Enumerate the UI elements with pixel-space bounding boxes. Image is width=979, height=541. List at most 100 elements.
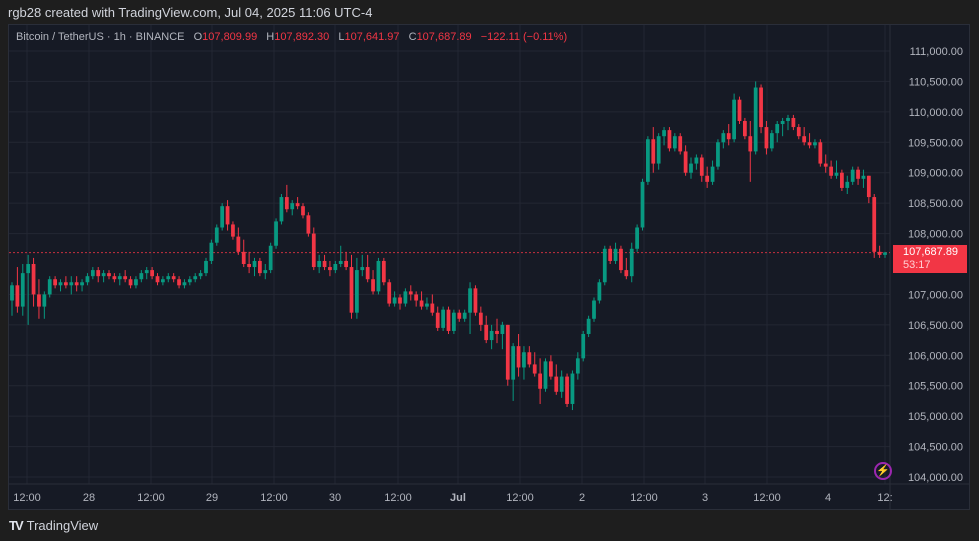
candle: [478, 312, 483, 325]
y-tick-label: 105,000.00: [908, 411, 963, 423]
candle: [139, 273, 144, 280]
candle: [883, 252, 887, 255]
candle: [430, 303, 435, 313]
candle: [527, 352, 532, 365]
candle: [220, 206, 225, 228]
candle: [861, 175, 866, 179]
candle: [10, 285, 14, 301]
x-tick-label: 30: [329, 492, 341, 504]
candle: [856, 169, 860, 179]
candle: [371, 279, 375, 292]
candle: [15, 285, 20, 307]
candle: [705, 175, 710, 182]
candle: [263, 270, 268, 274]
candle: [802, 136, 807, 143]
candle: [646, 139, 650, 182]
x-tick-label: 2: [579, 492, 585, 504]
candle: [759, 87, 763, 128]
x-tick-label: 29: [206, 492, 218, 504]
candle: [284, 197, 289, 210]
close-value: 107,687.89: [416, 31, 472, 43]
candle: [387, 282, 392, 304]
candle: [532, 364, 537, 374]
y-tick-label: 108,500.00: [908, 198, 963, 210]
candle: [619, 248, 623, 271]
candle: [732, 99, 736, 140]
candle: [769, 133, 774, 149]
lightning-icon[interactable]: ⚡: [874, 462, 892, 480]
y-tick-label: 109,500.00: [908, 137, 963, 149]
candle: [381, 260, 386, 283]
x-tick-label: 4: [825, 492, 831, 504]
candle: [565, 376, 569, 404]
y-tick-label: 109,000.00: [908, 168, 963, 180]
candle: [182, 282, 187, 286]
candle: [69, 282, 74, 286]
candle: [26, 264, 31, 274]
candle: [80, 282, 84, 286]
candle: [398, 297, 402, 304]
candle: [214, 227, 219, 243]
candle: [20, 273, 25, 307]
low-value: 107,641.97: [344, 31, 400, 43]
candle: [672, 136, 677, 149]
candle: [317, 260, 322, 268]
y-tick-label: 111,000.00: [910, 46, 963, 58]
last-price-tag: 107,687.89 53:17: [893, 245, 967, 273]
candle: [462, 312, 467, 319]
candle: [791, 117, 796, 128]
candle: [53, 279, 57, 286]
candle: [608, 248, 613, 261]
candle: [796, 127, 801, 137]
candle: [597, 282, 602, 301]
symbol-label[interactable]: Bitcoin / TetherUS · 1h · BINANCE: [16, 31, 185, 43]
candle: [753, 87, 758, 152]
candle: [107, 273, 111, 277]
candle: [177, 279, 181, 286]
candle: [338, 260, 343, 264]
y-tick-label: 110,000.00: [909, 107, 963, 119]
candle: [344, 260, 348, 268]
candle: [500, 324, 505, 334]
candle: [813, 142, 817, 146]
candle: [699, 157, 704, 176]
candle: [586, 318, 591, 334]
y-tick-label: 108,000.00: [908, 229, 963, 241]
candle: [96, 270, 101, 277]
candle: [570, 373, 575, 404]
chart-frame[interactable]: [8, 24, 970, 510]
x-tick-label: 12:: [877, 492, 892, 504]
candle: [823, 163, 828, 167]
candle: [726, 133, 731, 140]
candle: [656, 136, 661, 164]
candle: [678, 136, 683, 152]
candle: [505, 324, 510, 380]
candle: [554, 376, 559, 392]
chart-caption: rgb28 created with TradingView.com, Jul …: [8, 5, 373, 20]
candle: [236, 236, 241, 252]
candle: [198, 273, 203, 277]
candle: [47, 279, 52, 295]
y-tick-label: 105,500.00: [908, 381, 963, 393]
candle: [31, 264, 36, 295]
candle: [602, 248, 607, 283]
candle: [306, 215, 311, 234]
candle: [721, 133, 726, 143]
candle: [355, 270, 359, 313]
candle: [850, 169, 855, 182]
candle: [101, 273, 106, 277]
candle: [866, 175, 871, 198]
candle: [112, 276, 117, 280]
candle: [349, 267, 354, 313]
candle: [635, 227, 639, 249]
candle: [710, 166, 715, 182]
candle: [457, 312, 462, 319]
tradingview-logo-icon: TV: [9, 518, 24, 533]
x-tick-label: 12:00: [753, 492, 781, 504]
candle: [516, 346, 521, 368]
candle: [743, 120, 747, 137]
candle: [360, 267, 365, 271]
candle: [495, 330, 499, 334]
candle: [37, 294, 41, 307]
